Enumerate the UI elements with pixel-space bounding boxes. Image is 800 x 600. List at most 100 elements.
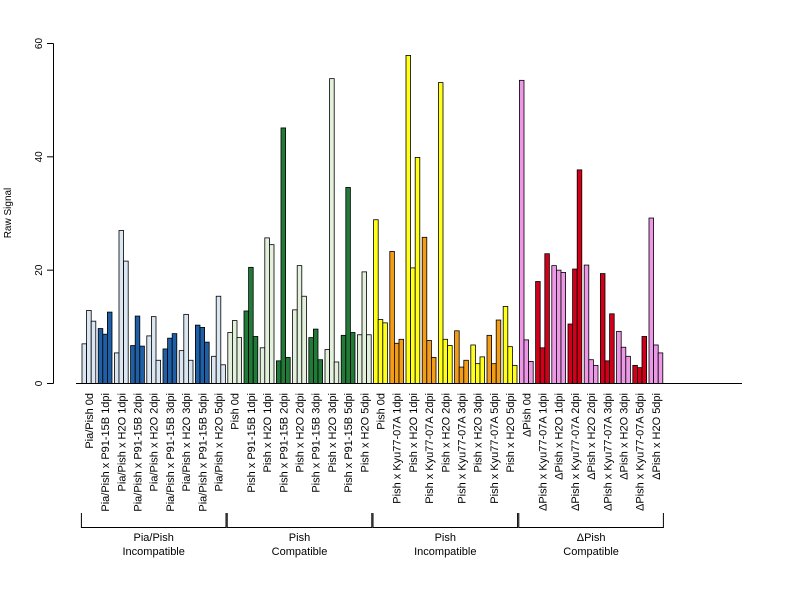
category-label: Pish x Kyu77-07A 1dpi xyxy=(392,393,404,504)
category-label: Pia/Pish x H2O 5dpi xyxy=(214,393,226,491)
bar xyxy=(134,315,141,384)
bar xyxy=(150,316,157,384)
category-label: ΔPish x H2O 3dpi xyxy=(619,393,631,480)
category-label: Pish 0d xyxy=(230,393,242,430)
bar xyxy=(393,342,400,384)
category-label: ΔPish x H2O 1dpi xyxy=(554,393,566,480)
category-label: Pish x Kyu77-07A 2dpi xyxy=(424,393,436,504)
category-label: Pish 0d xyxy=(376,393,388,430)
bar xyxy=(86,309,92,384)
category-label: Pish x H2O 3dpi xyxy=(327,393,339,472)
bar xyxy=(502,306,509,384)
category-label: Pish x H2O 3dpi xyxy=(473,393,485,472)
bar xyxy=(243,310,249,384)
bar xyxy=(463,359,469,384)
category-label: Pish x Kyu77-07A 3dpi xyxy=(457,393,469,504)
bar xyxy=(458,366,465,384)
bar xyxy=(275,360,282,384)
bar xyxy=(382,322,388,384)
bar xyxy=(426,340,432,384)
bar xyxy=(146,335,152,384)
bar xyxy=(155,359,161,384)
bar xyxy=(523,339,529,384)
category-label: ΔPish 0d xyxy=(521,393,533,437)
y-tick-label: 40 xyxy=(34,151,45,163)
bar xyxy=(248,266,254,384)
bar xyxy=(349,332,356,384)
bar xyxy=(183,313,189,384)
bar xyxy=(528,360,534,384)
bar xyxy=(648,217,654,384)
category-label: ΔPish x Kyu77-07A 2dpi xyxy=(570,393,582,511)
y-tick-label: 0 xyxy=(34,380,45,386)
category-label: ΔPish x Kyu77-07A 5dpi xyxy=(635,393,647,511)
bar xyxy=(97,328,104,384)
category-labels: Pia/Pish 0d Pia/Pish x P91-15B 1dpi Pia/Pi… xyxy=(84,393,663,512)
bar xyxy=(373,219,379,384)
bar xyxy=(576,169,583,384)
bar xyxy=(167,337,173,384)
category-label: ΔPish x Kyu77-07A 3dpi xyxy=(602,393,614,511)
bar xyxy=(588,359,594,384)
y-tick-label: 60 xyxy=(34,38,45,50)
bar xyxy=(641,336,647,384)
bar xyxy=(551,265,557,384)
bar xyxy=(312,328,319,384)
y-axis-label: Raw Signal xyxy=(3,188,14,239)
bar xyxy=(620,346,627,384)
group-bracket xyxy=(372,513,519,528)
bar xyxy=(259,347,266,384)
bar xyxy=(252,336,259,384)
category-label: Pish x P91-15B 5dpi xyxy=(343,393,355,493)
bar xyxy=(657,352,664,384)
bar xyxy=(470,344,476,384)
bar xyxy=(292,309,298,384)
category-label: Pia/Pish x P91-15B 1dpi xyxy=(100,393,112,512)
bar xyxy=(280,127,286,384)
category-label: ΔPish x Kyu77-07A 1dpi xyxy=(538,393,550,511)
bar xyxy=(583,264,590,384)
group-brackets: Pia/Pish Incompatible Pish Compatible Pish In… xyxy=(80,513,664,558)
bar xyxy=(567,323,573,384)
group-label-line2: Compatible xyxy=(272,546,328,558)
bar xyxy=(296,265,303,384)
bar xyxy=(421,236,428,384)
bar xyxy=(410,267,416,384)
bar xyxy=(519,79,525,384)
bar xyxy=(107,311,113,384)
bar xyxy=(430,357,437,384)
bar xyxy=(356,334,363,384)
category-label: Pia/Pish x P91-15B 3dpi xyxy=(165,393,177,512)
bar xyxy=(556,269,562,384)
bar xyxy=(118,230,124,384)
group-label-line1: ΔPish xyxy=(577,532,606,544)
category-label: Pish x H2O 1dpi xyxy=(262,393,274,472)
group-bracket xyxy=(80,513,227,528)
bar xyxy=(507,346,513,384)
bar xyxy=(474,363,481,384)
bar xyxy=(187,359,194,384)
category-label: Pia/Pish x H2O 1dpi xyxy=(116,393,128,491)
bar xyxy=(301,295,307,384)
group-bracket xyxy=(226,513,373,528)
bar xyxy=(114,352,120,384)
category-label: ΔPish x H2O 5dpi xyxy=(651,393,663,480)
bar xyxy=(178,350,185,384)
bar xyxy=(479,356,485,384)
bar xyxy=(361,271,367,384)
category-label: Pish x H2O 5dpi xyxy=(359,393,371,472)
category-label: Pia/Pish x H2O 2dpi xyxy=(149,393,161,491)
category-label: Pia/Pish x H2O 3dpi xyxy=(181,393,193,491)
bar xyxy=(324,349,330,384)
bar xyxy=(609,313,615,384)
bar xyxy=(625,355,631,384)
bar xyxy=(317,359,323,384)
bar xyxy=(653,344,659,384)
bar xyxy=(544,253,550,384)
bar xyxy=(211,355,217,384)
bar xyxy=(162,348,168,384)
category-label: Pish x H2O 2dpi xyxy=(295,393,307,472)
bar xyxy=(600,273,606,384)
group-bracket xyxy=(518,513,664,528)
